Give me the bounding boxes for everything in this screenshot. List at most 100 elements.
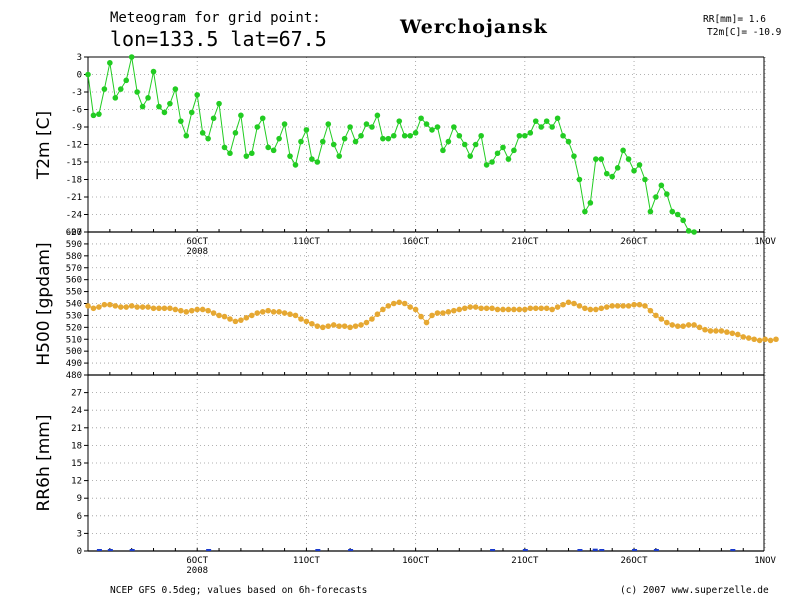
h500-data-point: [167, 305, 173, 312]
t2m-data-point: [472, 141, 479, 148]
t2m-data-point: [522, 132, 528, 139]
h500-data-point: [685, 322, 692, 328]
t2m-data-point: [489, 159, 495, 165]
rr6h-ytick-label: 27: [71, 389, 82, 399]
h500-data-point: [478, 305, 484, 312]
h500-data-point: [669, 322, 676, 328]
h500-data-point: [445, 309, 452, 315]
h500-data-point: [614, 303, 621, 309]
h500-data-point: [161, 305, 168, 312]
t2m-data-point: [178, 118, 184, 124]
h500-data-point: [292, 312, 299, 319]
h500-data-point: [505, 306, 512, 313]
h500-data-point: [483, 305, 490, 312]
t2m-xtick-label: 16OCT: [402, 237, 430, 247]
h500-data-point: [128, 303, 135, 309]
h500-data-point: [571, 300, 577, 307]
h500-data-point: [112, 303, 119, 309]
h500-data-point: [472, 304, 479, 310]
t2m-data-point: [194, 92, 201, 98]
rr6h-ytick-label: 12: [71, 477, 82, 487]
t2m-ytick-label: -12: [66, 141, 82, 151]
t2m-data-point: [669, 208, 676, 215]
h500-data-point: [554, 304, 561, 310]
t2m-data-point: [429, 127, 435, 133]
h500-data-point: [90, 305, 97, 312]
h500-data-point: [527, 305, 534, 312]
t2m-data-point: [451, 124, 457, 130]
t2m-summary: T2m[C]= -10.9: [707, 27, 782, 38]
h500-data-point: [576, 303, 583, 309]
t2m-data-point: [238, 112, 244, 119]
h500-data-point: [309, 320, 315, 327]
h500-ytick-label: 590: [66, 240, 82, 250]
t2m-axis-title: T2m [C]: [34, 111, 54, 180]
h500-data-point: [740, 334, 747, 340]
rr6h-panel: 27 24 21 18 15 12 9 6 3 0 6OCT 11OCT 16OCT 21OCT 26OCT…: [71, 375, 777, 576]
h500-data-point: [664, 319, 670, 326]
t2m-data-point: [90, 112, 97, 119]
t2m-data-point: [565, 138, 572, 145]
t2m-data-point: [380, 135, 386, 142]
rr6h-bar: [107, 549, 113, 551]
rr6h-ytick-label: 21: [71, 424, 82, 434]
h500-data-point: [281, 310, 288, 316]
t2m-ytick-label: -9: [71, 123, 82, 133]
header-line1: Meteogram for grid point:: [110, 10, 321, 26]
t2m-data-point: [653, 194, 659, 200]
t2m-data-point: [216, 100, 222, 107]
t2m-data-point: [369, 124, 375, 130]
h500-data-point: [134, 304, 140, 310]
t2m-data-point: [494, 150, 501, 157]
t2m-ytick-label: -27: [66, 228, 82, 238]
t2m-data-point: [505, 156, 512, 162]
t2m-data-point: [156, 103, 162, 110]
h500-data-point: [603, 304, 610, 310]
rr6h-xtick-label: 11OCT: [293, 556, 321, 566]
rr6h-bar: [206, 549, 212, 551]
t2m-data-point: [500, 144, 506, 151]
h500-ytick-label: 570: [66, 264, 82, 274]
t2m-data-point: [303, 127, 310, 133]
t2m-data-point: [374, 112, 381, 119]
t2m-data-point: [593, 156, 599, 162]
t2m-data-point: [516, 132, 523, 139]
rr6h-xtick-label: 6OCT: [186, 556, 208, 566]
h500-data-point: [145, 304, 151, 310]
h500-data-point: [107, 301, 113, 308]
h500-axis-title: H500 [gpdam]: [34, 242, 54, 365]
h500-data-point: [658, 316, 665, 322]
t2m-data-point: [418, 115, 424, 122]
t2m-data-point: [112, 95, 119, 101]
h500-data-point: [330, 322, 337, 328]
t2m-data-point: [265, 144, 271, 151]
t2m-data-point: [270, 147, 277, 154]
t2m-series-line: [87, 56, 695, 233]
h500-data-point: [101, 301, 108, 308]
t2m-data-point: [358, 132, 364, 139]
h500-data-point: [522, 306, 528, 313]
t2m-data-point: [434, 124, 441, 130]
h500-ytick-label: 550: [66, 288, 82, 298]
t2m-data-point: [609, 173, 616, 180]
h500-data-point: [500, 306, 506, 313]
t2m-data-point: [172, 86, 179, 92]
h500-data-point: [401, 300, 408, 307]
t2m-data-point: [314, 159, 321, 165]
t2m-data-point: [287, 153, 293, 159]
t2m-data-point: [396, 118, 403, 124]
t2m-data-point: [188, 109, 195, 116]
t2m-data-point: [276, 135, 282, 142]
h500-ytick-label: 580: [66, 252, 82, 262]
t2m-data-point: [325, 121, 332, 127]
t2m-data-point: [341, 135, 348, 142]
h500-data-point: [210, 310, 217, 316]
h500-data-point: [593, 306, 599, 313]
h500-data-point: [451, 307, 457, 314]
h500-data-point: [369, 316, 375, 322]
t2m-data-point: [658, 182, 665, 189]
h500-ytick-label: 540: [66, 300, 82, 310]
h500-data-point: [183, 309, 190, 315]
h500-data-point: [216, 312, 222, 319]
rr6h-bar: [730, 549, 736, 551]
